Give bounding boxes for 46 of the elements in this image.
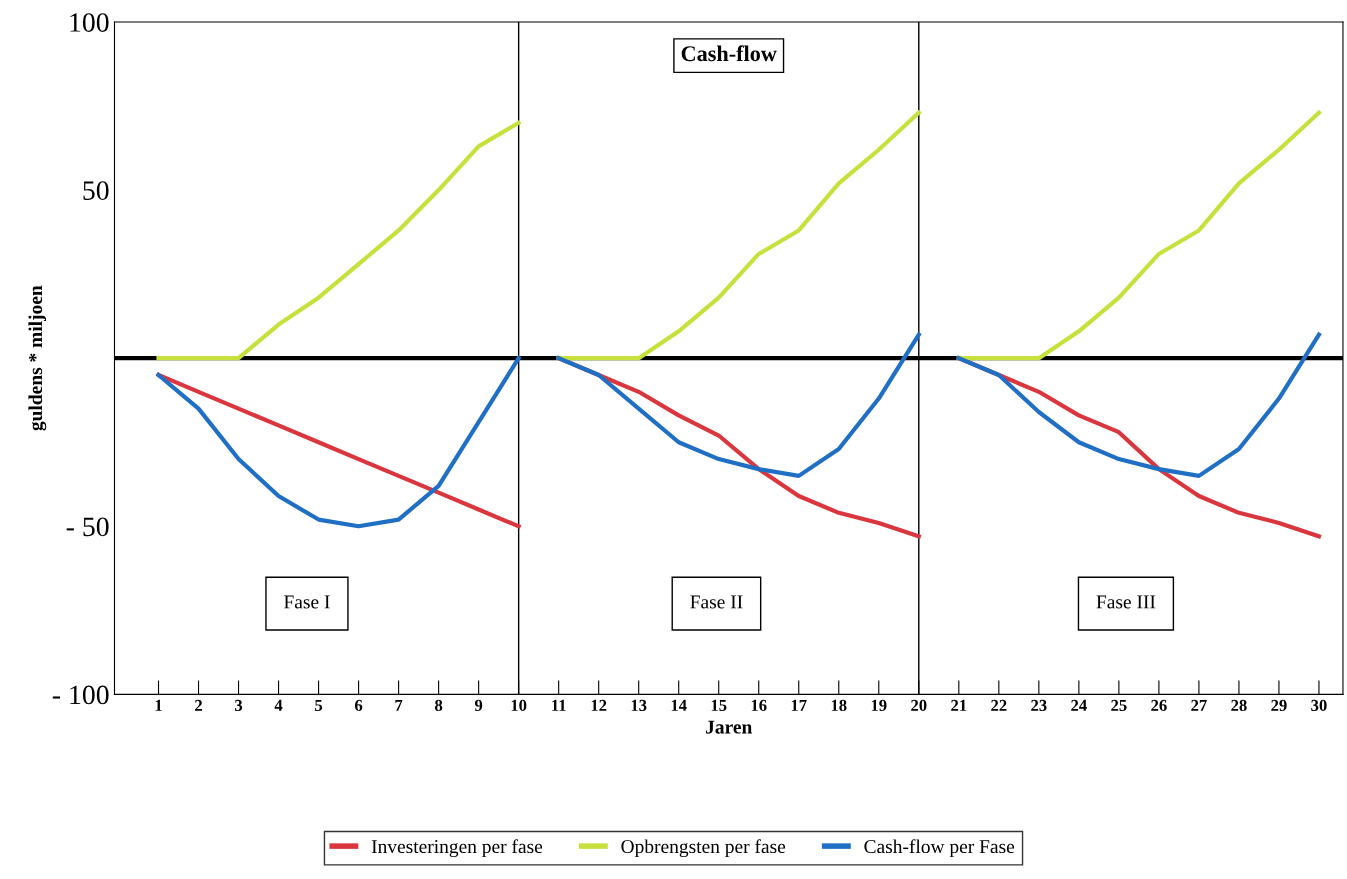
x-tick-label: 4 [274, 699, 283, 711]
x-tick-label: 25 [1111, 699, 1127, 711]
legend-label: Opbrengsten per fase [621, 839, 786, 858]
x-tick-label: 12 [591, 699, 607, 711]
x-tick-label: 5 [315, 699, 323, 711]
y-tick-label: 100 [70, 13, 109, 32]
x-tick-label: 3 [235, 699, 243, 711]
y-tick-label: 50 [83, 181, 109, 200]
x-tick-label: 23 [1031, 699, 1047, 711]
x-tick-label: 19 [871, 699, 887, 711]
x-tick-label: 14 [671, 699, 687, 711]
annotation: Fase I [284, 595, 330, 609]
y-tick-label: - 100 [52, 685, 109, 705]
x-tick-label: 16 [751, 699, 767, 711]
x-axis-title: Jaren [706, 720, 753, 734]
x-tick-label: 13 [631, 699, 647, 711]
x-tick-label: 30 [1311, 699, 1327, 711]
x-tick-label: 27 [1191, 699, 1207, 711]
x-tick-label: 22 [991, 699, 1007, 711]
x-tick-label: 2 [195, 699, 202, 711]
x-tick-label: 20 [911, 699, 927, 711]
x-tick-label: 29 [1271, 699, 1287, 711]
x-tick-label: 8 [435, 699, 443, 711]
line-series [556, 332, 921, 478]
line-series [956, 332, 1322, 478]
line-series [156, 120, 521, 361]
x-tick-label: 17 [791, 699, 807, 711]
legend-label: Cash-flow per Fase [864, 839, 1015, 858]
x-tick-label: 18 [831, 699, 847, 711]
x-tick-label: 11 [552, 699, 566, 711]
x-tick-label: 7 [395, 699, 403, 711]
x-tick-label: 10 [511, 699, 527, 711]
x-tick-label: 1 [155, 699, 162, 711]
y-tick-label: - 50 [66, 517, 109, 537]
annotation: Fase II [690, 595, 743, 609]
x-tick-label: 6 [354, 699, 363, 711]
x-tick-label: 15 [711, 699, 727, 711]
annotation: Fase III [1096, 595, 1156, 609]
y-axis-title: guldens * miljoen [28, 285, 47, 431]
x-tick-label: 28 [1231, 699, 1247, 711]
legend-label: Investeringen per fase [371, 839, 543, 858]
x-tick-label: 9 [474, 699, 483, 711]
x-tick-label: 26 [1151, 699, 1167, 711]
text: Cash-flow [681, 45, 777, 62]
x-tick-label: 21 [951, 699, 967, 711]
x-tick-label: 24 [1071, 699, 1087, 711]
